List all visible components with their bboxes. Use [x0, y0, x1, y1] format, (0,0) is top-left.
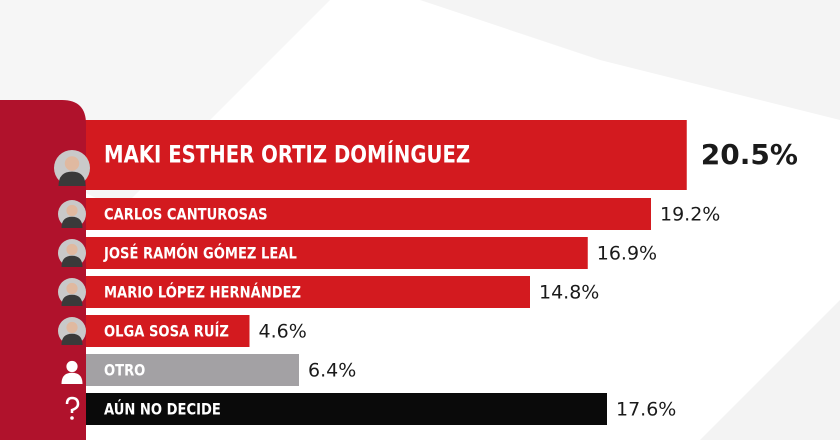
avatar-head: [64, 156, 80, 171]
bg-shape: [420, 0, 840, 120]
avatar-head: [66, 321, 78, 334]
value-label: 4.6%: [259, 321, 307, 343]
bar: [0, 120, 687, 190]
bar-name: OTRO: [104, 361, 145, 380]
question-dot: [70, 416, 74, 420]
avatar-head: [66, 360, 78, 373]
avatar-body: [58, 171, 86, 186]
bar-name: CARLOS CANTUROSAS: [104, 205, 268, 224]
bar-name: AÚN NO DECIDE: [104, 399, 221, 419]
bar: [0, 198, 651, 230]
avatar-body: [61, 372, 83, 384]
bar-name: OLGA SOSA RUÍZ: [104, 321, 229, 341]
avatar-head: [66, 243, 78, 256]
value-label: 14.8%: [539, 282, 599, 304]
bar-name: MARIO LÓPEZ HERNÁNDEZ: [104, 282, 301, 302]
avatar-body: [61, 255, 83, 267]
avatar-body: [61, 333, 83, 345]
value-label: 20.5%: [701, 138, 798, 171]
value-label: 6.4%: [308, 360, 356, 382]
avatar-body: [61, 216, 83, 228]
value-label: 17.6%: [616, 399, 676, 421]
bar-name: MAKI ESTHER ORTIZ DOMÍNGUEZ: [104, 141, 470, 169]
bar-name: JOSÉ RAMÓN GÓMEZ LEAL: [103, 243, 297, 263]
bg-shape: [700, 300, 840, 440]
avatar-head: [66, 282, 78, 295]
avatar-head: [66, 204, 78, 217]
value-label: 19.2%: [660, 204, 720, 226]
bar: [0, 237, 588, 269]
bar: [0, 393, 607, 425]
question-icon: [65, 396, 80, 413]
bars: [0, 120, 687, 425]
labels: MAKI ESTHER ORTIZ DOMÍNGUEZ 20.5% CARLOS C…: [54, 138, 798, 421]
bar: [0, 276, 530, 308]
avatar-body: [61, 294, 83, 306]
value-label: 16.9%: [597, 243, 657, 265]
